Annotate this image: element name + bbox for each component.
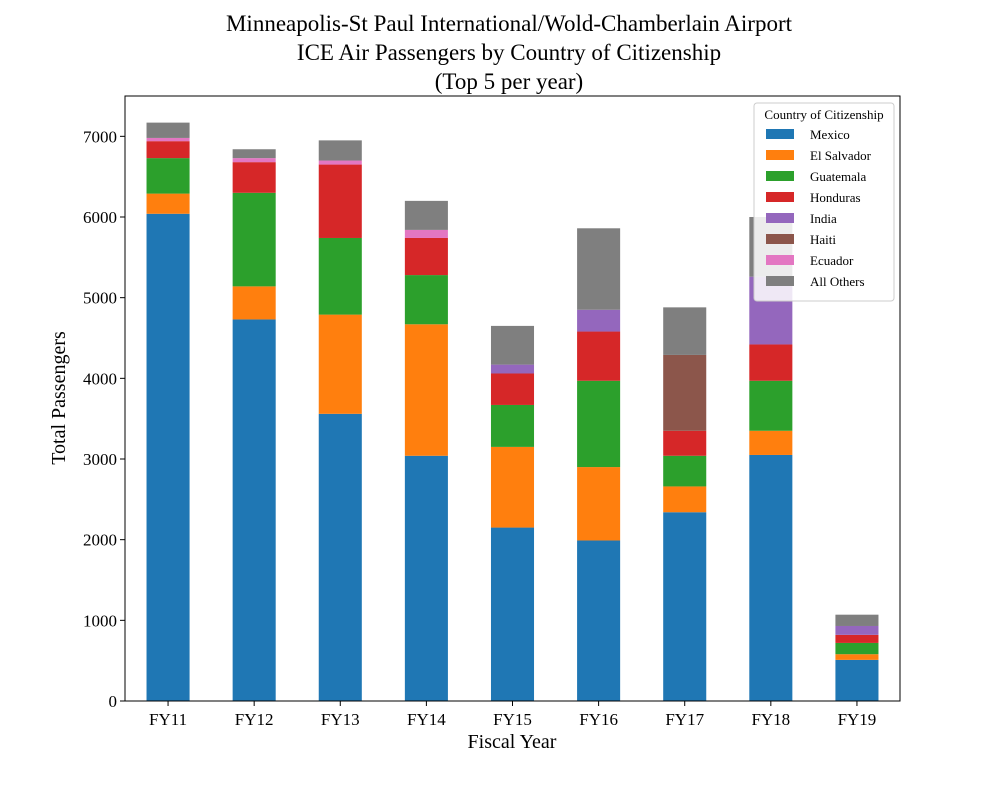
bar-segment-fy16-all-others [577,228,621,310]
bar-segment-fy11-el-salvador [146,193,190,214]
bar-segment-fy12-honduras [232,162,276,193]
bar-segment-fy15-guatemala [490,404,535,447]
legend-label: El Salvador [810,148,872,163]
bar-segment-fy15-honduras [490,373,535,405]
bar-segment-fy16-guatemala [577,380,621,468]
legend-swatch [766,213,794,223]
bar-segment-fy16-mexico [577,540,621,701]
bar-segment-fy19-all-others [835,614,879,626]
legend-swatch [766,150,794,160]
bar-segment-fy17-guatemala [663,455,707,487]
y-tick-label: 3000 [83,450,117,469]
bar-segment-fy13-guatemala [318,237,362,315]
legend-label: All Others [810,274,865,289]
bar-segment-fy15-mexico [490,527,535,701]
bar-segment-fy15-india [490,364,535,374]
bar-segment-fy16-el-salvador [577,467,621,541]
y-tick-label: 1000 [83,611,117,630]
bar-segment-fy17-all-others [663,307,707,355]
bar-segment-fy11-all-others [146,122,190,138]
legend-label: India [810,211,837,226]
bar-segment-fy11-mexico [146,213,190,702]
bar-segment-fy18-el-salvador [749,430,793,455]
bar-segment-fy16-india [577,309,621,332]
bar-segment-fy11-honduras [146,141,190,159]
bar-segment-fy12-all-others [232,149,276,159]
y-axis: 0 1000 2000 3000 4000 5000 6000 7000 [83,127,125,711]
chart-title: Minneapolis-St Paul International/Wold-C… [226,11,793,94]
y-tick-label: 0 [109,692,118,711]
bar-segment-fy18-mexico [749,454,793,701]
x-tick-label: FY19 [838,710,877,729]
legend-label: Mexico [810,127,850,142]
bar-segment-fy13-all-others [318,140,362,161]
bar-segment-fy14-honduras [404,237,448,276]
bar-segment-fy14-all-others [404,200,448,230]
x-tick-label: FY14 [407,710,446,729]
bar-segment-fy14-guatemala [404,275,448,325]
bar-segment-fy17-mexico [663,512,707,701]
legend-label: Ecuador [810,253,854,268]
bar-segment-fy18-guatemala [749,380,793,431]
x-tick-label: FY16 [579,710,618,729]
bar-segment-fy19-honduras [835,634,879,643]
bar-segment-fy14-el-salvador [404,324,448,456]
legend-swatch [766,255,794,265]
x-tick-label: FY15 [493,710,532,729]
bar-segment-fy13-mexico [318,413,362,701]
x-tick-label: FY12 [235,710,274,729]
bar-segment-fy11-ecuador [146,137,190,142]
bar-segment-fy12-guatemala [232,192,276,287]
x-tick-label: FY17 [665,710,704,729]
bar-segment-fy19-guatemala [835,642,879,655]
x-tick-label: FY13 [321,710,360,729]
bar-segment-fy19-el-salvador [835,654,879,660]
chart-title-line-3: (Top 5 per year) [435,69,583,94]
legend-swatch [766,129,794,139]
y-axis-label: Total Passengers [48,331,70,465]
legend-title: Country of Citizenship [764,107,883,122]
bar-segment-fy14-ecuador [404,229,448,238]
legend-swatch [766,276,794,286]
y-tick-label: 6000 [83,208,117,227]
legend-swatch [766,234,794,244]
bar-segment-fy19-india [835,625,879,635]
bar-segment-fy13-honduras [318,164,362,238]
chart-title-line-2: ICE Air Passengers by Country of Citizen… [297,40,721,65]
x-axis: FY11 FY12 FY13 FY14 FY15 FY16 FY17 FY18 FY19 [149,701,876,729]
bar-segment-fy17-el-salvador [663,486,707,513]
bar-segment-fy17-haiti [663,354,707,431]
legend: Country of Citizenship Mexico El Salvador G… [753,102,895,302]
y-tick-label: 5000 [83,289,117,308]
bar-segment-fy15-all-others [490,325,535,365]
legend-label: Haiti [810,232,836,247]
legend-label: Guatemala [810,169,867,184]
chart-title-line-1: Minneapolis-St Paul International/Wold-C… [226,11,793,36]
bar-segment-fy13-ecuador [318,160,362,165]
y-tick-label: 4000 [83,369,117,388]
bar-segment-fy19-mexico [835,659,879,701]
bar-segment-fy12-mexico [232,319,276,701]
y-tick-label: 2000 [83,531,117,550]
x-tick-label: FY18 [751,710,790,729]
legend-swatch [766,192,794,202]
bar-segment-fy14-mexico [404,455,448,701]
bar-segment-fy17-honduras [663,430,707,456]
bar-segment-fy12-el-salvador [232,286,276,320]
y-tick-label: 7000 [83,127,117,146]
bar-segment-fy16-honduras [577,331,621,381]
bar-segment-fy12-ecuador [232,158,276,163]
legend-swatch [766,171,794,181]
bar-segment-fy13-el-salvador [318,314,362,414]
bar-segment-fy15-el-salvador [490,446,535,528]
legend-label: Honduras [810,190,861,205]
x-axis-label: Fiscal Year [468,731,557,753]
bar-segment-fy18-honduras [749,344,793,381]
x-tick-label: FY11 [149,710,187,729]
bar-segment-fy11-guatemala [146,158,190,194]
